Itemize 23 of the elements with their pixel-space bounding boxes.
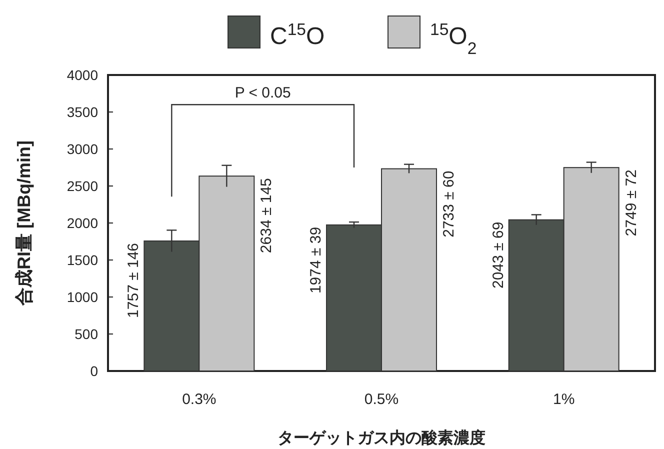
data-label: 1757 ± 146 <box>125 242 142 318</box>
legend-label: C$^{15}$O <box>270 20 325 50</box>
data-label: 2043 ± 69 <box>490 222 507 288</box>
data-label: 2733 ± 60 <box>440 170 458 238</box>
y-tick-label: 1000 <box>66 289 98 305</box>
y-axis-title: 合成RI量 [MBq/min] <box>14 140 34 306</box>
x-tick-label: 0.5% <box>364 391 399 408</box>
annotation: P < 0.05 <box>234 84 291 102</box>
x-tick-label: 0.3% <box>182 391 216 408</box>
x-axis-title: ターゲットガス内の酸素濃度 <box>278 428 486 447</box>
y-tick-label: 0 <box>90 363 98 379</box>
x-tick-label: 1% <box>552 391 575 408</box>
data-label: 2749 ± 72 <box>622 170 640 236</box>
y-tick-label: 3000 <box>66 141 98 157</box>
data-label: 2634 ± 145 <box>258 178 276 254</box>
legend-label: $^{15}$O$_{2}$ <box>430 20 477 58</box>
data-label: 1974 ± 39 <box>308 226 324 294</box>
y-tick-label: 2500 <box>66 178 98 194</box>
y-tick-label: 2000 <box>66 215 98 231</box>
y-tick-label: 4000 <box>66 67 98 83</box>
y-tick-label: 500 <box>74 326 98 342</box>
y-tick-label: 1500 <box>66 252 98 268</box>
y-tick-label: 3500 <box>66 104 98 120</box>
